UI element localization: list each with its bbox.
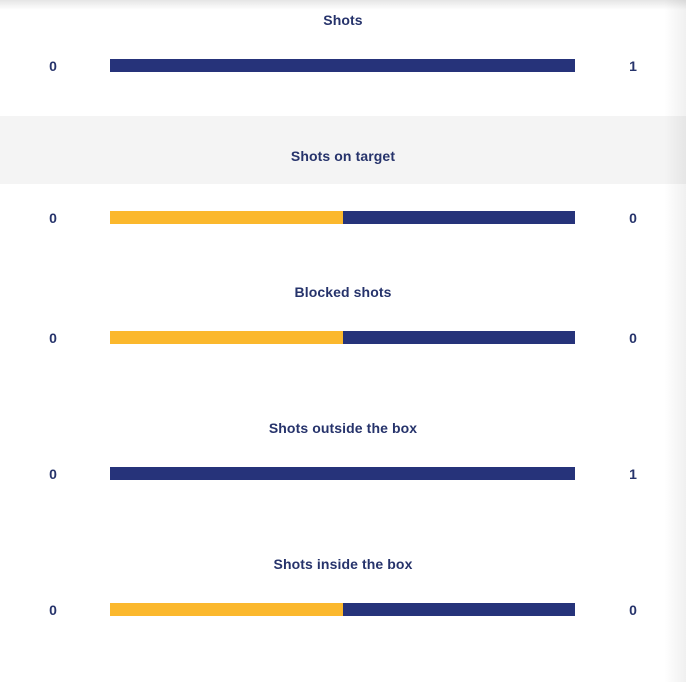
away-bar: [342, 331, 575, 344]
stat-bar: [110, 59, 575, 72]
stat-band: [0, 116, 686, 184]
stat-band: [0, 0, 686, 68]
stat-shots-on-target: Shots on target 0 0: [0, 116, 686, 252]
stat-bar: [110, 467, 575, 480]
away-value: 0: [629, 330, 637, 346]
stat-bar: [110, 331, 575, 344]
stat-label: Shots outside the box: [268, 420, 418, 436]
home-bar: [110, 603, 343, 616]
home-bar: [110, 211, 343, 224]
away-value: 1: [629, 466, 637, 482]
home-value: 0: [49, 602, 57, 618]
stat-band: [0, 272, 686, 340]
stat-label: Shots on target: [290, 148, 396, 164]
away-value: 0: [629, 210, 637, 226]
stat-label: Blocked shots: [294, 284, 392, 300]
away-value: 0: [629, 602, 637, 618]
away-bar: [110, 59, 575, 72]
stat-bar: [110, 211, 575, 224]
stat-band: [0, 544, 686, 612]
stat-shots-outside-box: Shots outside the box 0 1: [0, 408, 686, 544]
stat-bar: [110, 603, 575, 616]
stat-label: Shots inside the box: [273, 556, 413, 572]
home-value: 0: [49, 330, 57, 346]
stat-shots: Shots 0 1: [0, 0, 686, 136]
home-value: 0: [49, 58, 57, 74]
home-bar: [110, 331, 343, 344]
stat-band: [0, 408, 686, 476]
stat-label: Shots: [323, 12, 363, 28]
away-bar: [342, 603, 575, 616]
away-value: 1: [629, 58, 637, 74]
home-value: 0: [49, 466, 57, 482]
stat-shots-inside-box: Shots inside the box 0 0: [0, 544, 686, 680]
home-value: 0: [49, 210, 57, 226]
stat-blocked-shots: Blocked shots 0 0: [0, 272, 686, 408]
away-bar: [342, 211, 575, 224]
away-bar: [110, 467, 575, 480]
